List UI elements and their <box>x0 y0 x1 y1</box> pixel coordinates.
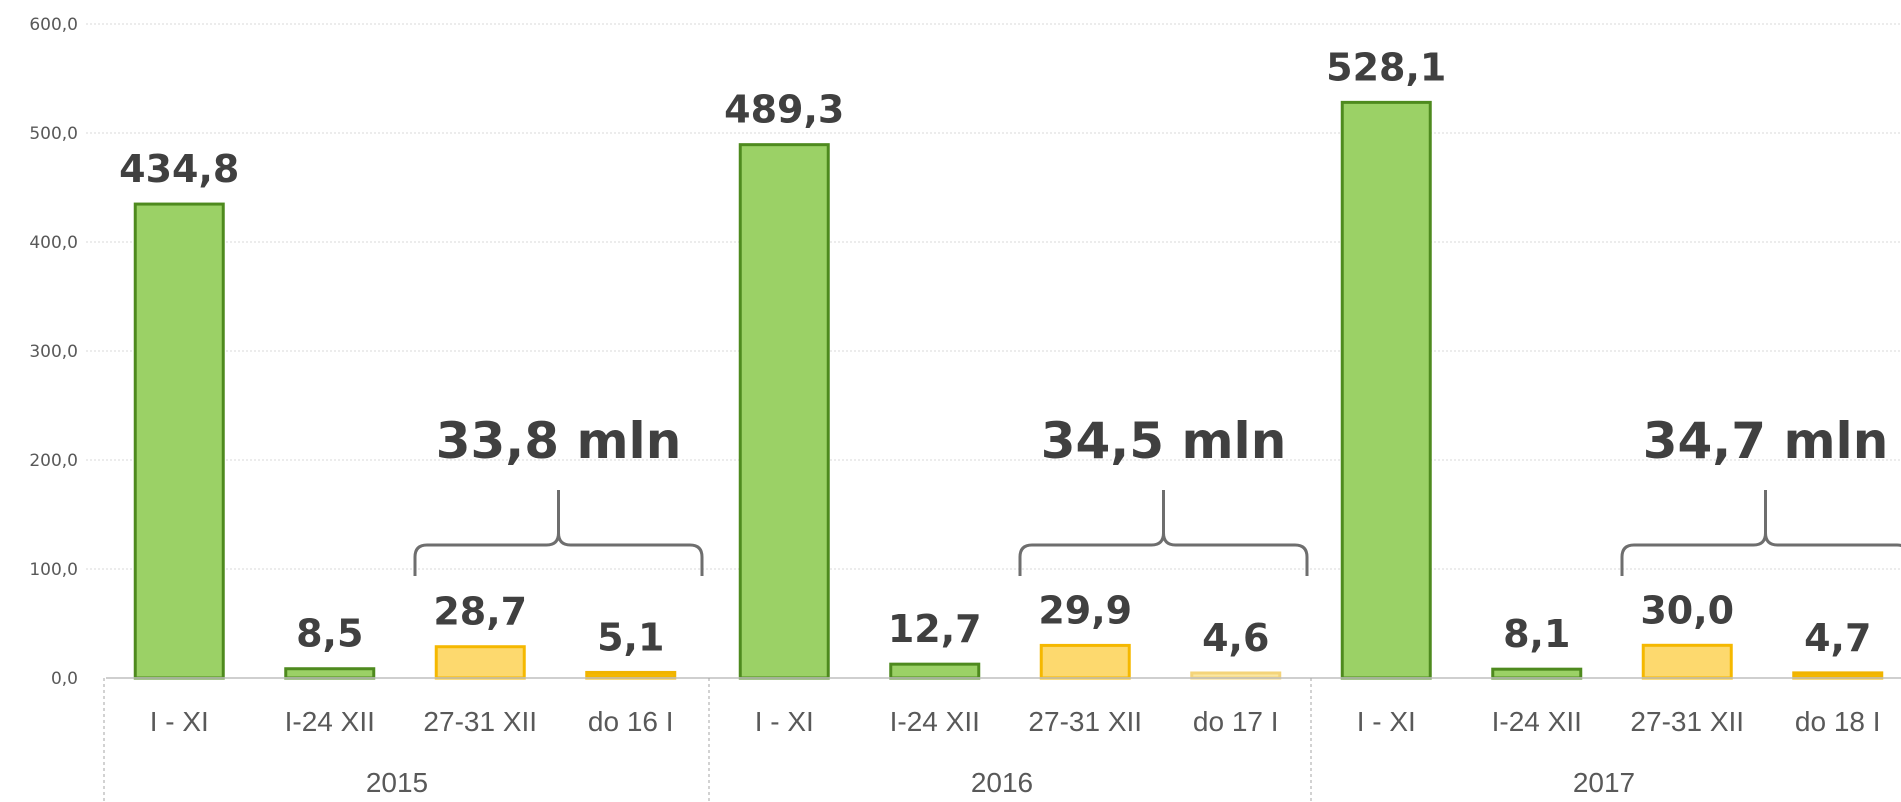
data-label: 30,0 <box>1640 588 1734 632</box>
category-label: I - XI <box>1357 706 1416 737</box>
bar <box>585 670 677 680</box>
bar <box>1340 100 1432 680</box>
data-label: 29,9 <box>1038 588 1132 632</box>
data-labels: 434,8 8,5 28,7 5,1 33,8 mln 489,3 12,7 29,9 4,6 3… <box>119 45 1888 660</box>
data-label: 4,6 <box>1202 616 1269 660</box>
category-label: I - XI <box>150 706 209 737</box>
group-label: 2015 <box>366 767 428 798</box>
category-label: 27-31 XII <box>423 706 537 737</box>
category-label: 27-31 XII <box>1630 706 1744 737</box>
group-label: 2016 <box>971 767 1033 798</box>
bar <box>1641 643 1733 680</box>
category-label: I-24 XII <box>1492 706 1582 737</box>
data-label: 12,7 <box>888 607 982 651</box>
bar <box>434 645 526 680</box>
category-label: I - XI <box>755 706 814 737</box>
data-label: 489,3 <box>724 88 844 132</box>
data-label: 434,8 <box>119 147 239 191</box>
category-label: do 18 I <box>1795 706 1881 737</box>
braces <box>413 490 1901 576</box>
y-axis-ticks: 600,0 500,0 400,0 300,0 200,0 100,0 0,0 <box>29 15 78 689</box>
category-label: I-24 XII <box>285 706 375 737</box>
y-tick-label: 0,0 <box>51 669 78 689</box>
data-label: 528,1 <box>1326 45 1446 89</box>
data-label: 8,5 <box>296 612 363 656</box>
data-label: 5,1 <box>597 615 664 659</box>
data-label: 4,7 <box>1804 616 1871 660</box>
bar <box>1792 671 1884 680</box>
bar <box>1039 643 1131 680</box>
bars <box>133 100 1884 680</box>
y-tick-label: 600,0 <box>29 15 78 35</box>
x-axis: I - XI I-24 XII 27-31 XII do 16 I 2015 I - XI… <box>103 677 1901 802</box>
data-label: 8,1 <box>1503 612 1570 656</box>
y-tick-label: 300,0 <box>29 342 78 362</box>
category-label: 27-31 XII <box>1028 706 1142 737</box>
brace-label: 34,5 mln <box>1041 412 1287 470</box>
y-tick-label: 400,0 <box>29 233 78 253</box>
bar <box>133 202 225 680</box>
bar <box>738 143 830 680</box>
brace <box>1018 490 1309 576</box>
bar <box>1491 667 1583 680</box>
group-label: 2017 <box>1573 767 1635 798</box>
category-label: I-24 XII <box>890 706 980 737</box>
category-label: do 17 I <box>1193 706 1279 737</box>
y-tick-label: 500,0 <box>29 124 78 144</box>
brace-label: 34,7 mln <box>1643 412 1889 470</box>
bar <box>1190 671 1282 680</box>
y-tick-label: 100,0 <box>29 560 78 580</box>
gridlines <box>86 23 1901 570</box>
bar <box>284 667 376 680</box>
data-label: 28,7 <box>433 590 527 634</box>
y-tick-label: 200,0 <box>29 451 78 471</box>
category-label: do 16 I <box>588 706 674 737</box>
brace-label: 33,8 mln <box>436 412 682 470</box>
bar <box>889 662 981 680</box>
brace <box>413 490 704 576</box>
brace <box>1620 490 1901 576</box>
